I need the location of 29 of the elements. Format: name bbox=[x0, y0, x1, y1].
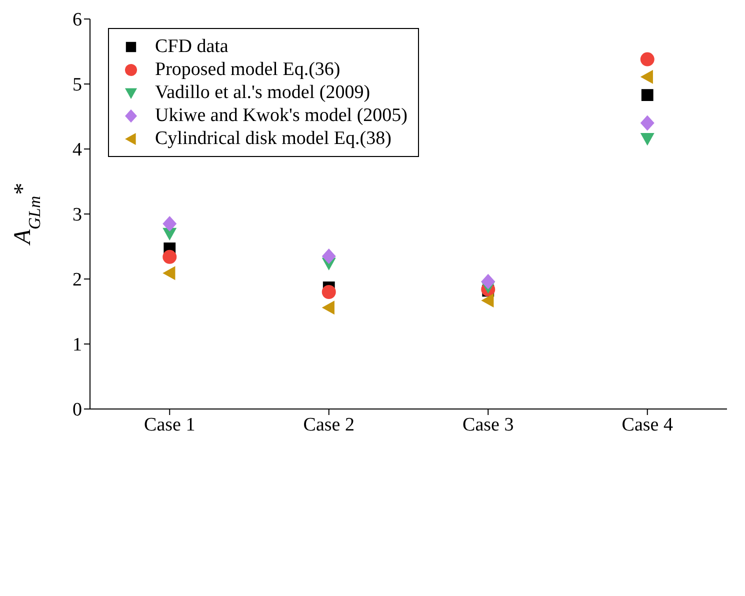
point bbox=[641, 89, 654, 101]
point bbox=[162, 250, 177, 264]
legend-label: Ukiwe and Kwok's model (2005) bbox=[155, 104, 408, 126]
point bbox=[640, 133, 654, 146]
point bbox=[481, 274, 496, 290]
y-tick-label: 1 bbox=[72, 334, 82, 356]
point bbox=[162, 216, 177, 232]
y-tick-label: 6 bbox=[72, 10, 82, 31]
x-tick-label: Case 4 bbox=[622, 414, 674, 436]
x-tick-label: Case 1 bbox=[144, 414, 196, 436]
point bbox=[640, 70, 653, 84]
y-tick-label: 2 bbox=[72, 270, 82, 291]
y-tick-label: 0 bbox=[72, 400, 82, 421]
point bbox=[640, 115, 654, 131]
y-tick-label: 5 bbox=[72, 74, 82, 96]
point bbox=[322, 285, 336, 299]
legend-label: Cylindrical disk model Eq.(38) bbox=[155, 128, 392, 150]
x-tick-label: Case 3 bbox=[462, 414, 514, 436]
legend-label: CFD data bbox=[155, 36, 228, 58]
point bbox=[481, 293, 494, 308]
point bbox=[322, 248, 336, 264]
legend-label: Proposed model Eq.(36) bbox=[155, 58, 340, 80]
y-tick-label: 3 bbox=[72, 204, 82, 226]
point bbox=[162, 266, 176, 280]
point bbox=[322, 300, 334, 315]
y-tick-label: 4 bbox=[72, 140, 82, 161]
x-tick-label: Case 2 bbox=[303, 414, 354, 436]
legend-label: Vadillo et al.'s model (2009) bbox=[155, 82, 370, 104]
point bbox=[640, 52, 654, 66]
